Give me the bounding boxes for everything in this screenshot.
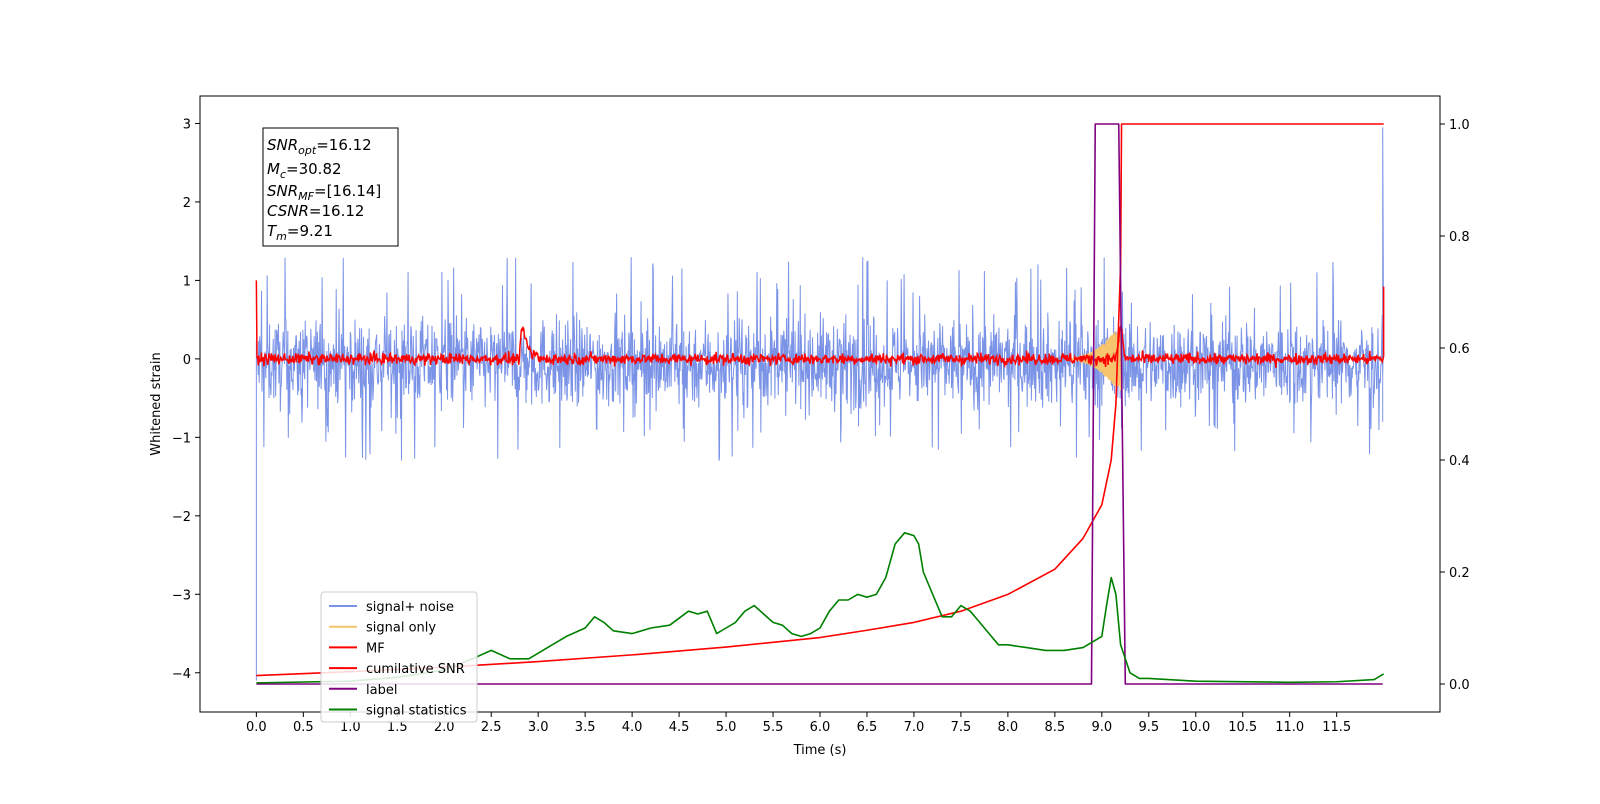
y-axis-label: Whitened strain bbox=[149, 352, 164, 455]
series-signal-noise bbox=[255, 127, 1385, 681]
y-tick-label: 3 bbox=[183, 117, 191, 132]
info-tm: Tm=9.21 bbox=[267, 222, 333, 243]
y2-tick-label: 1.0 bbox=[1449, 118, 1470, 133]
x-tick-label: 1.0 bbox=[340, 720, 361, 735]
y2-tick-label: 0.6 bbox=[1449, 342, 1470, 357]
legend-frame bbox=[320, 591, 478, 723]
x-tick-label: 1.5 bbox=[387, 720, 408, 735]
info-csnr: CSNR=16.12 bbox=[267, 202, 364, 220]
y-tick-label: −4 bbox=[172, 667, 191, 682]
x-tick-label: 3.5 bbox=[575, 720, 596, 735]
y2-tick-label: 0.2 bbox=[1449, 566, 1470, 581]
y2-tick-label: 0.8 bbox=[1449, 230, 1470, 245]
x-tick-label: 10.5 bbox=[1228, 720, 1257, 735]
info-box: SNRopt=16.12 Mc=30.82 SNRMF=[16.14] CSNR… bbox=[262, 127, 399, 247]
series-cumulative-snr bbox=[256, 123, 1384, 677]
legend-label: signal only bbox=[366, 621, 436, 636]
x-tick-label: 2.0 bbox=[434, 720, 455, 735]
series-layer bbox=[255, 123, 1385, 685]
x-tick-label: 6.0 bbox=[810, 720, 831, 735]
x-tick-label: 7.5 bbox=[951, 720, 972, 735]
x-axis-label: Time (s) bbox=[793, 743, 847, 758]
y-tick-label: 1 bbox=[183, 274, 191, 289]
legend: signal+ noise signal only MF cumilative SNR… bbox=[320, 591, 478, 723]
legend-label: label bbox=[366, 683, 397, 698]
info-snr-opt: SNRopt=16.12 bbox=[267, 136, 372, 157]
x-tick-label: 9.5 bbox=[1138, 720, 1159, 735]
y2-tick-label: 0.0 bbox=[1449, 678, 1470, 693]
y-tick-label: 2 bbox=[183, 196, 191, 211]
series-mf bbox=[255, 280, 1385, 369]
info-box-frame bbox=[262, 127, 399, 247]
series-signal-statistics bbox=[256, 532, 1385, 684]
legend-label: MF bbox=[366, 641, 385, 656]
series-label bbox=[256, 123, 1383, 685]
x-tick-label: 3.0 bbox=[528, 720, 549, 735]
x-tick-label: 4.0 bbox=[622, 720, 643, 735]
legend-label: signal statistics bbox=[366, 704, 467, 719]
x-tick-label: 5.5 bbox=[763, 720, 784, 735]
y-tick-label: −3 bbox=[172, 588, 191, 603]
x-tick-label: 9.0 bbox=[1091, 720, 1112, 735]
x-tick-label: 2.5 bbox=[481, 720, 502, 735]
axes-layer: 0.0 0.5 1.0 1.5 2.0 2.5 3.0 3.5 4.0 4.5 5.0 5.5 6.0 6… bbox=[172, 117, 1470, 735]
x-tick-label: 0.0 bbox=[246, 720, 267, 735]
info-snr-mf: SNRMF=[16.14] bbox=[267, 182, 381, 203]
legend-label: signal+ noise bbox=[366, 600, 454, 615]
x-tick-label: 10.0 bbox=[1181, 720, 1210, 735]
x-tick-label: 8.5 bbox=[1045, 720, 1066, 735]
y-tick-label: 0 bbox=[183, 353, 191, 368]
x-tick-label: 7.0 bbox=[904, 720, 925, 735]
x-tick-label: 0.5 bbox=[293, 720, 314, 735]
x-tick-label: 11.0 bbox=[1275, 720, 1304, 735]
x-tick-label: 6.5 bbox=[857, 720, 878, 735]
info-mc: Mc=30.82 bbox=[267, 160, 342, 181]
y-tick-label: −1 bbox=[172, 431, 191, 446]
x-tick-label: 5.0 bbox=[716, 720, 737, 735]
x-tick-label: 4.5 bbox=[669, 720, 690, 735]
legend-items: signal+ noise signal only MF cumilative SNR… bbox=[329, 600, 467, 719]
x-tick-label: 11.5 bbox=[1322, 720, 1351, 735]
y-tick-label: −2 bbox=[172, 510, 191, 525]
y2-tick-label: 0.4 bbox=[1449, 454, 1470, 469]
legend-label: cumilative SNR bbox=[366, 662, 465, 677]
x-tick-label: 8.0 bbox=[998, 720, 1019, 735]
